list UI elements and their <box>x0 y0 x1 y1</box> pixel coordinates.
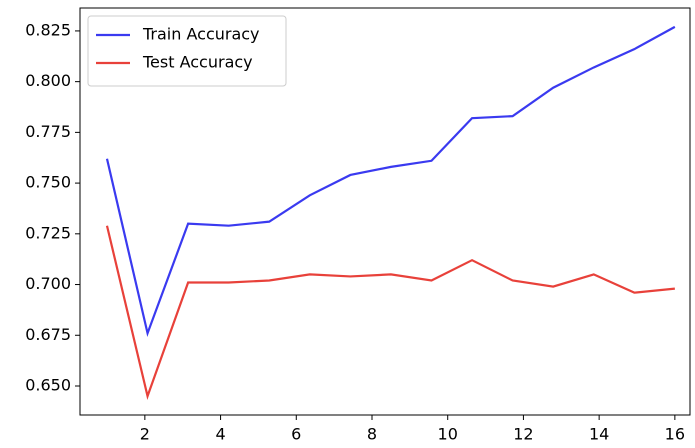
y-tick-label: 0.675 <box>25 325 71 344</box>
x-tick-label: 10 <box>438 425 458 444</box>
x-tick-label: 14 <box>589 425 609 444</box>
y-tick-label: 0.825 <box>25 20 71 39</box>
data-line <box>105 25 676 338</box>
x-tick-label: 8 <box>367 425 377 444</box>
y-tick-label: 0.750 <box>25 173 71 192</box>
y-tick-label: 0.775 <box>25 122 71 141</box>
y-tick-label: 0.700 <box>25 274 71 293</box>
y-tick-label: 0.650 <box>25 375 71 394</box>
x-tick-label: 6 <box>291 425 301 444</box>
x-tick-label: 4 <box>215 425 225 444</box>
data-line <box>105 225 675 400</box>
x-tick-label: 2 <box>140 425 150 444</box>
x-tick-label: 12 <box>513 425 533 444</box>
legend-label: Train Accuracy <box>142 25 260 44</box>
plot-frame <box>79 7 691 416</box>
x-tick-label: 16 <box>665 425 685 444</box>
y-tick-label: 0.800 <box>25 71 71 90</box>
legend-label: Test Accuracy <box>142 53 253 72</box>
legend-box <box>87 15 287 87</box>
y-tick-label: 0.725 <box>25 223 71 242</box>
